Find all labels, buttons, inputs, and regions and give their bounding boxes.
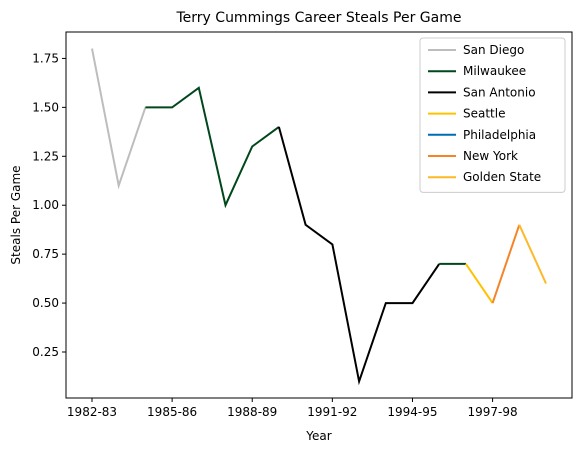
legend-label-seattle: Seattle [463, 107, 505, 121]
y-tick-label: 0.75 [32, 247, 59, 261]
y-axis-title: Steals Per Game [9, 165, 23, 264]
y-tick-label: 1.75 [32, 51, 59, 65]
axes: 0.25 0.50 0.75 1.00 1.25 1.50 1.75 1982-83 1985-… [32, 51, 517, 419]
legend-label-san-diego: San Diego [463, 43, 524, 57]
x-axis-title: Year [305, 429, 331, 443]
legend-label-new-york: New York [463, 149, 518, 163]
x-tick-label: 1985-86 [147, 405, 197, 419]
series-line-new-york [491, 224, 521, 304]
series-line-san-antonio [277, 126, 441, 386]
x-tick-label: 1994-95 [387, 405, 437, 419]
plot-frame [65, 31, 573, 399]
legend-label-san-antonio: San Antonio [463, 85, 536, 99]
y-tick-label: 1.00 [32, 198, 59, 212]
chart-title: Terry Cummings Career Steals Per Game [176, 10, 462, 26]
x-tick-label: 1982-83 [67, 405, 117, 419]
legend-box [419, 37, 566, 193]
y-tick-label: 0.25 [32, 345, 59, 359]
x-tick-label: 1997-98 [468, 405, 518, 419]
series-line-milwaukee [145, 86, 280, 209]
legend-label-philadelphia: Philadelphia [463, 128, 536, 142]
legend: San Diego Milwaukee San Antonio Seattle Phil… [419, 37, 566, 193]
x-tick-label: 1991-92 [307, 405, 357, 419]
series-layer [91, 48, 547, 386]
series-line-seattle [465, 263, 494, 304]
y-tick-label: 0.50 [32, 296, 59, 310]
legend-label-milwaukee: Milwaukee [463, 64, 526, 78]
series-line-san-diego [91, 48, 147, 190]
legend-label-golden-state: Golden State [463, 170, 541, 184]
x-tick-label: 1988-89 [227, 405, 277, 419]
series-line-golden-state [518, 224, 547, 284]
y-tick-label: 1.25 [32, 149, 59, 163]
y-tick-label: 1.50 [32, 100, 59, 114]
